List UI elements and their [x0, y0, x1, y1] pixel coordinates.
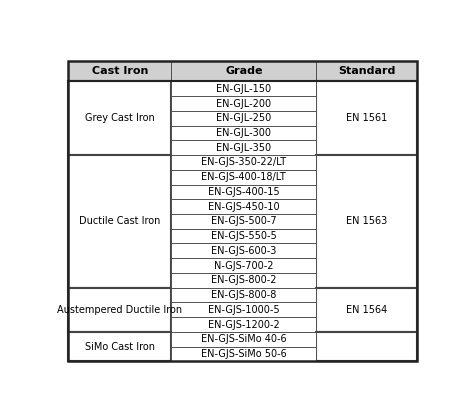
Text: EN-GJS-450-10: EN-GJS-450-10 [208, 202, 280, 212]
Text: EN 1564: EN 1564 [346, 305, 387, 315]
Bar [172, 303, 316, 317]
Text: EN-GJL-350: EN-GJL-350 [216, 143, 271, 153]
Bar [172, 317, 316, 332]
Bar [172, 126, 316, 140]
Bar [172, 214, 316, 229]
Text: EN 1561: EN 1561 [346, 113, 387, 123]
Text: Cast Iron: Cast Iron [92, 66, 148, 76]
Text: Standard: Standard [338, 66, 395, 76]
Text: Grade: Grade [225, 66, 263, 76]
Text: EN-GJS-800-8: EN-GJS-800-8 [211, 290, 276, 300]
Text: EN-GJS-1000-5: EN-GJS-1000-5 [208, 305, 280, 315]
Text: EN 1563: EN 1563 [346, 216, 387, 227]
Text: N-GJS-700-2: N-GJS-700-2 [214, 261, 273, 271]
Bar [172, 81, 316, 96]
Text: EN-GJS-550-5: EN-GJS-550-5 [211, 231, 277, 241]
Text: EN-GJS-SiMo 50-6: EN-GJS-SiMo 50-6 [201, 349, 287, 359]
Bar [172, 229, 316, 244]
Text: EN-GJS-350-22/LT: EN-GJS-350-22/LT [201, 157, 286, 167]
Text: SiMo Cast Iron: SiMo Cast Iron [85, 342, 155, 352]
Bar [172, 61, 316, 81]
Bar [172, 140, 316, 155]
Bar [172, 96, 316, 111]
Bar [172, 332, 316, 347]
Bar [316, 81, 418, 155]
Text: EN-GJS-600-3: EN-GJS-600-3 [211, 246, 276, 256]
Text: EN-GJL-200: EN-GJL-200 [216, 98, 271, 108]
Bar [172, 185, 316, 199]
Text: EN-GJS-500-7: EN-GJS-500-7 [211, 216, 277, 227]
Text: EN-GJL-300: EN-GJL-300 [216, 128, 271, 138]
Bar [172, 155, 316, 170]
Text: EN-GJS-1200-2: EN-GJS-1200-2 [208, 320, 280, 330]
Bar [172, 244, 316, 258]
Bar [68, 61, 172, 81]
Bar [172, 199, 316, 214]
Bar [316, 288, 418, 332]
Bar [172, 347, 316, 361]
Bar [68, 288, 172, 332]
Bar [316, 155, 418, 288]
Bar [316, 61, 418, 81]
Bar [316, 332, 418, 361]
Text: EN-GJS-800-2: EN-GJS-800-2 [211, 275, 276, 286]
Bar [172, 170, 316, 185]
Bar [172, 258, 316, 273]
Text: Grey Cast Iron: Grey Cast Iron [85, 113, 155, 123]
Bar [68, 81, 172, 155]
Text: Austempered Ductile Iron: Austempered Ductile Iron [57, 305, 182, 315]
Bar [172, 111, 316, 126]
Text: EN-GJS-SiMo 40-6: EN-GJS-SiMo 40-6 [201, 334, 287, 344]
Bar [172, 288, 316, 303]
Text: EN-GJS-400-15: EN-GJS-400-15 [208, 187, 280, 197]
Text: EN-GJS-400-18/LT: EN-GJS-400-18/LT [201, 172, 286, 182]
Bar [68, 332, 172, 361]
Bar [68, 155, 172, 288]
Bar [172, 273, 316, 288]
Text: EN-GJL-250: EN-GJL-250 [216, 113, 272, 123]
Text: EN-GJL-150: EN-GJL-150 [216, 84, 271, 94]
Text: Ductile Cast Iron: Ductile Cast Iron [79, 216, 161, 227]
